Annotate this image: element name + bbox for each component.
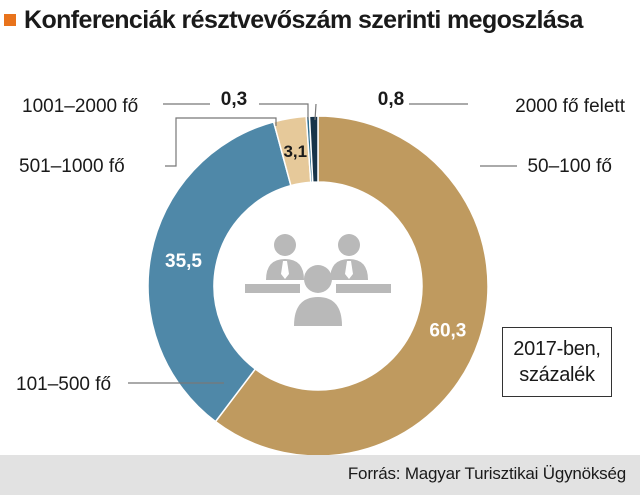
slice-labels: 60,3 35,5 3,1 0,3 0,8 1001–2000 fő 501–1000 fő… xyxy=(16,89,626,395)
title-accent-square xyxy=(4,14,16,26)
leader-1001-2000-right xyxy=(259,103,309,120)
category-label-1001-2000: 1001–2000 fő xyxy=(22,96,138,117)
note-line-2: százalék xyxy=(519,364,595,386)
leader-lines xyxy=(128,103,517,384)
person-left-tie xyxy=(281,261,289,279)
table-left-shape xyxy=(245,284,300,293)
header: Konferenciák résztvevőszám szerinti mego… xyxy=(0,0,640,40)
person-left-head xyxy=(274,234,296,256)
table-right-shape xyxy=(336,284,391,293)
leader-2000-plus-stem xyxy=(314,103,317,121)
value-label-50-100: 60,3 xyxy=(429,321,466,342)
category-label-2000-plus: 2000 fő felett xyxy=(515,96,626,117)
value-label-101-500: 35,5 xyxy=(165,251,202,272)
person-front-head xyxy=(304,265,332,293)
donut-slices xyxy=(147,115,489,455)
note-line-1: 2017-ben, xyxy=(513,338,601,360)
value-label-2000-plus: 0,8 xyxy=(378,89,404,110)
slice-50-100 xyxy=(214,115,489,455)
conference-people-icon xyxy=(238,206,398,366)
donut-chart: 60,3 35,5 3,1 0,3 0,8 1001–2000 fő 501–1000 fő… xyxy=(16,89,626,455)
category-label-501-1000: 501–1000 fő xyxy=(19,156,125,177)
value-label-501-1000: 3,1 xyxy=(283,142,307,161)
person-right-head xyxy=(338,234,360,256)
leader-501-1000 xyxy=(165,117,277,167)
footer: Forrás: Magyar Turisztikai Ügynökség xyxy=(0,455,640,495)
person-front-body xyxy=(294,297,342,326)
note-box: 2017-ben, százalék xyxy=(502,327,612,397)
source-text: Forrás: Magyar Turisztikai Ügynökség xyxy=(347,464,626,483)
chart-title: Konferenciák résztvevőszám szerinti mego… xyxy=(24,6,583,34)
slice-101-500 xyxy=(147,120,292,423)
slice-2000-plus xyxy=(308,115,319,183)
value-label-1001-2000: 0,3 xyxy=(221,89,247,110)
person-right-tie xyxy=(345,261,353,279)
category-label-50-100: 50–100 fő xyxy=(527,156,612,177)
category-label-101-500: 101–500 fő xyxy=(16,374,111,395)
